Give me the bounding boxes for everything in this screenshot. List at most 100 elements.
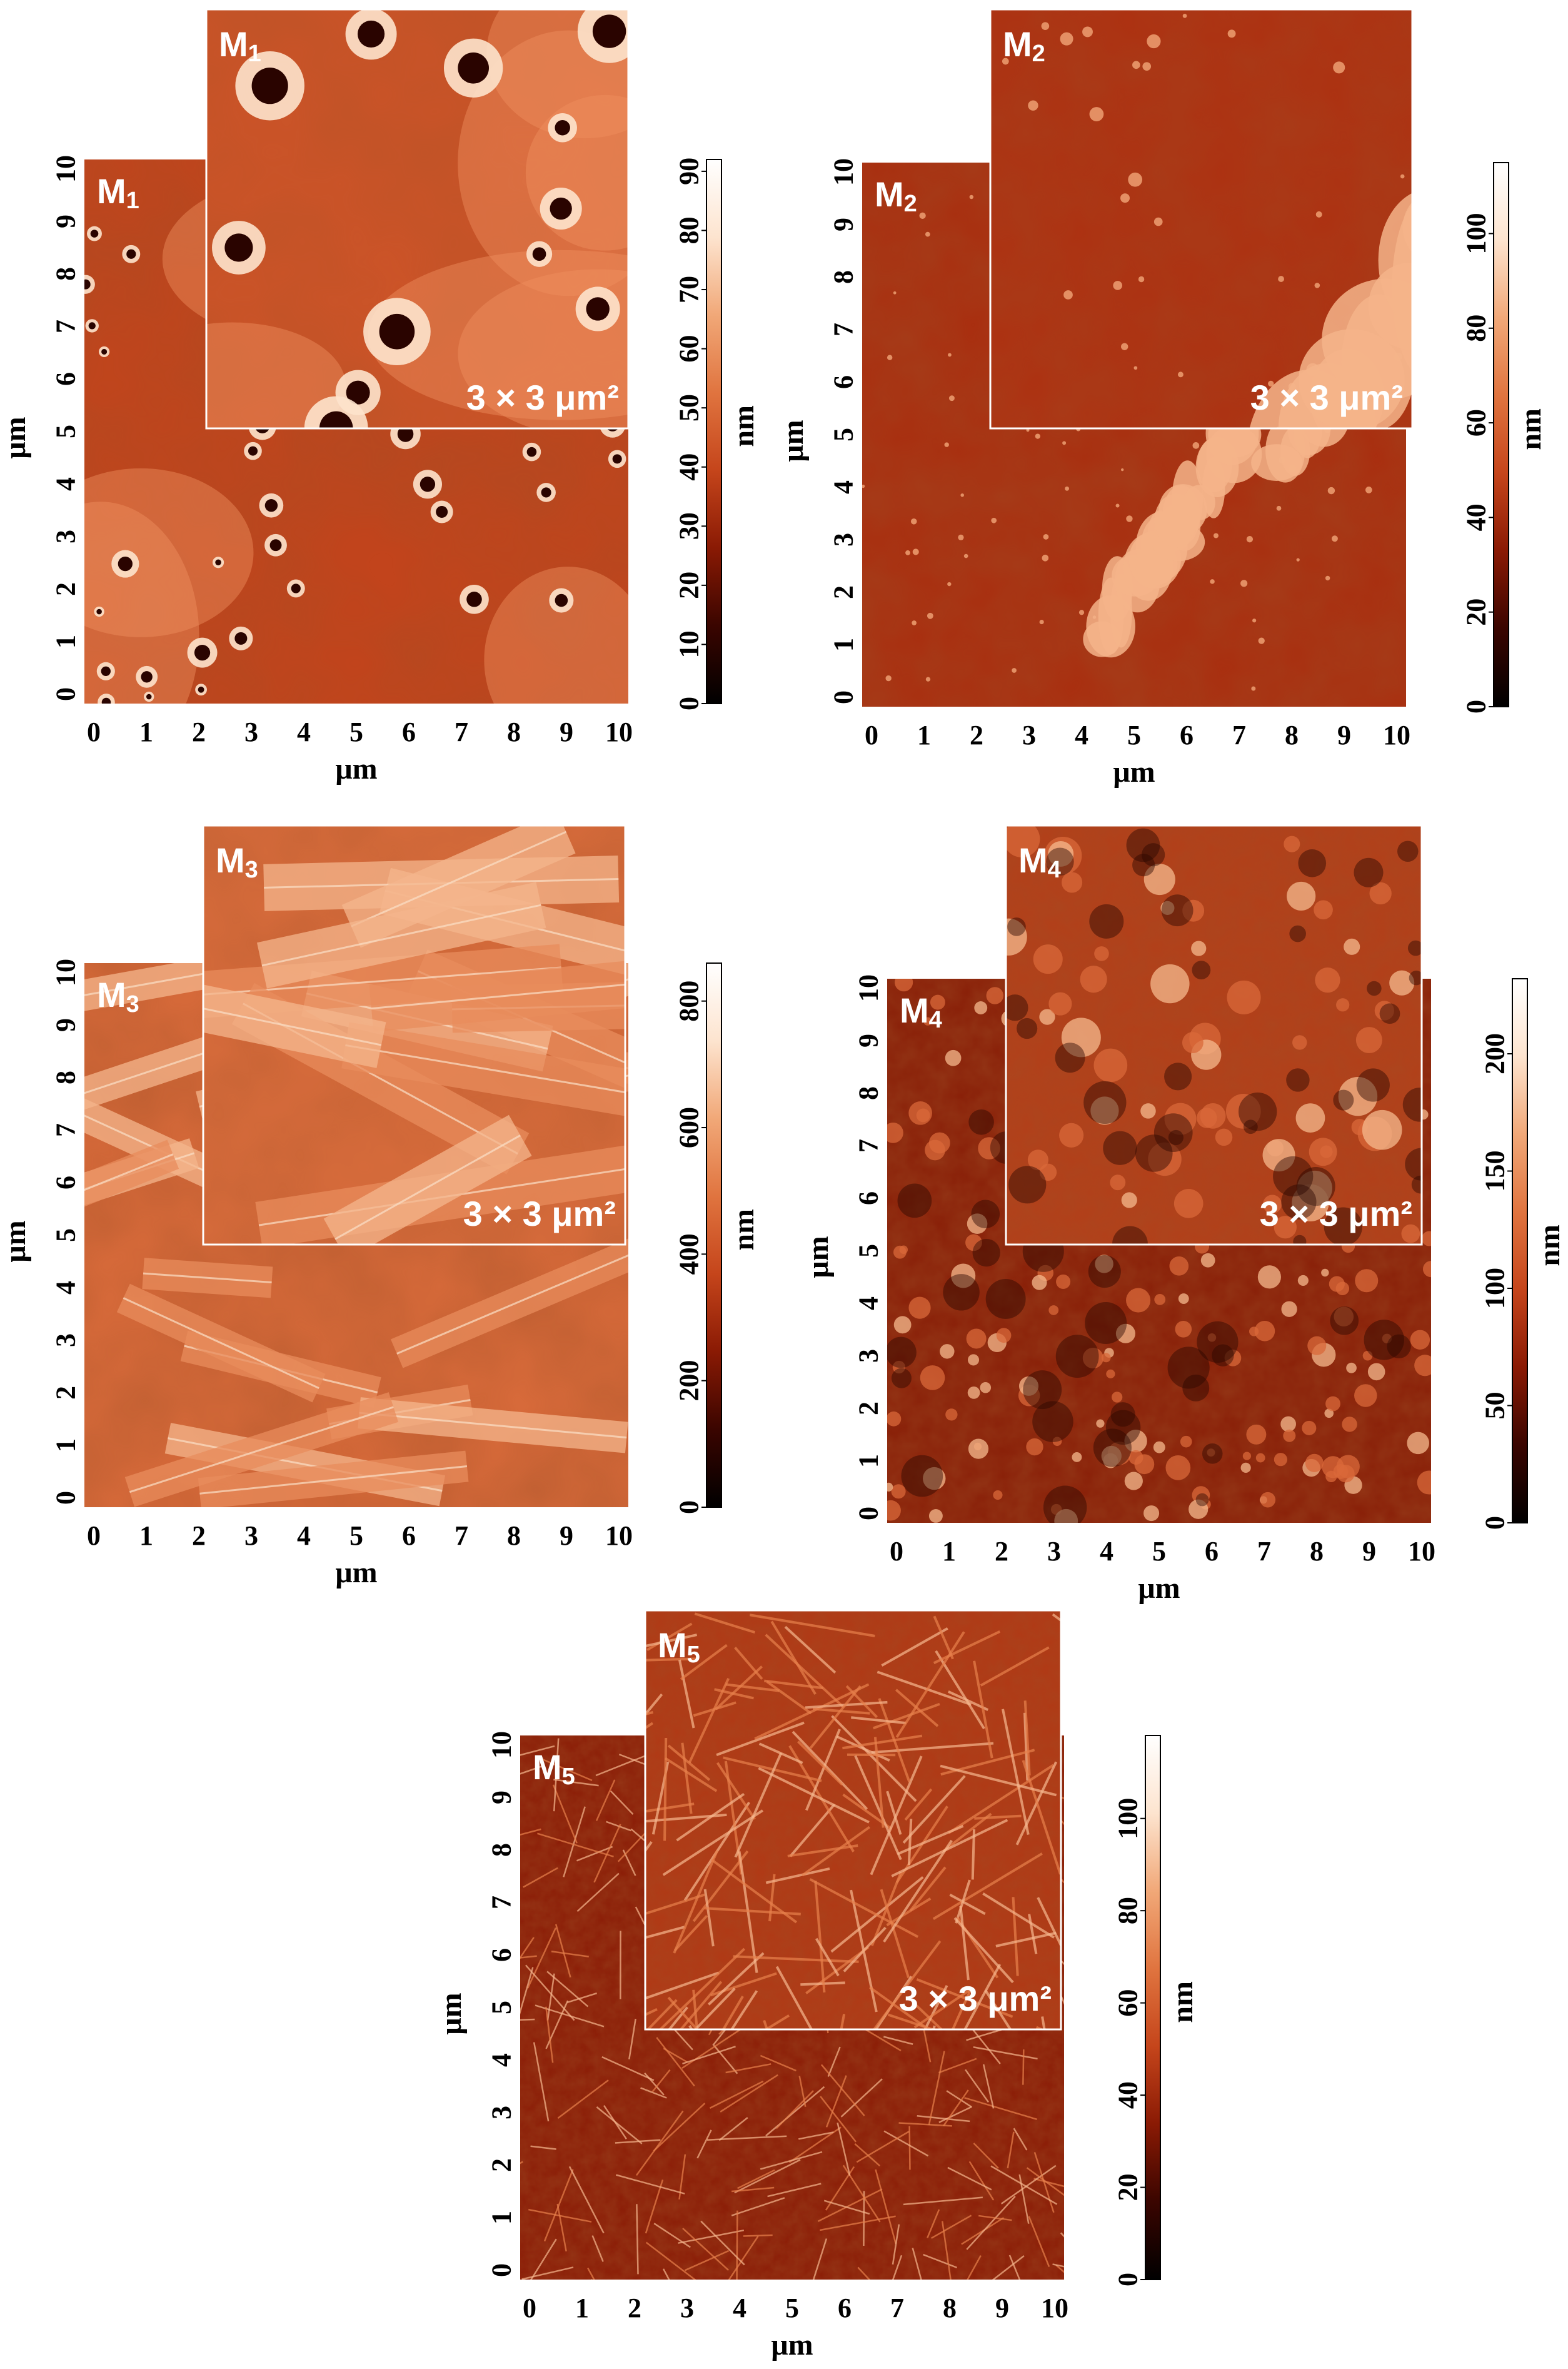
colorbar-tick-label: 0 — [674, 697, 705, 710]
y-tick-label: 10 — [828, 158, 859, 186]
x-tick-label: 6 — [1205, 1536, 1219, 1567]
x-tick-label: 9 — [1362, 1536, 1376, 1567]
y-tick-label: 10 — [853, 974, 884, 1002]
x-tick-label: 10 — [605, 1520, 633, 1551]
colorbar-tick-label: 80 — [1113, 1897, 1143, 1924]
afm-panel-m3: M3 M3 3 × 3 μm² 0 1 2 3 4 5 6 7 8 9 10 0 1 2 3 4 5 6 7 8 9 10 μm μ… — [0, 813, 784, 1626]
x-tick-label: 5 — [349, 717, 363, 747]
x-tick-label: 7 — [455, 1520, 468, 1551]
x-tick-label: 10 — [1408, 1536, 1435, 1567]
y-axis-unit: μm — [0, 417, 32, 458]
x-tick-label: 4 — [297, 717, 311, 747]
y-tick-label: 8 — [51, 1071, 81, 1084]
inset-badge: M1 — [219, 24, 261, 67]
x-axis-unit: μm — [335, 752, 377, 785]
y-tick-label: 10 — [486, 1731, 517, 1759]
inset-badge: M4 — [1018, 841, 1061, 883]
x-tick-label: 7 — [455, 717, 468, 747]
x-tick-label: 7 — [890, 2293, 904, 2323]
y-tick-label: 7 — [486, 1896, 517, 1909]
y-tick-label: 7 — [828, 323, 859, 336]
x-axis-unit: μm — [771, 2328, 813, 2361]
y-tick-label: 9 — [486, 1791, 517, 1804]
y-tick-label: 0 — [828, 690, 859, 704]
y-tick-label: 4 — [486, 2053, 517, 2067]
inset-area-label: 3 × 3 μm² — [899, 1979, 1052, 2018]
y-tick-label: 8 — [51, 267, 81, 281]
y-tick-label: 1 — [486, 2211, 517, 2225]
colorbar — [1493, 162, 1509, 707]
colorbar — [1512, 978, 1528, 1523]
y-axis-unit: μm — [0, 1220, 32, 1262]
y-tick-label: 9 — [51, 1018, 81, 1032]
y-tick-label: 3 — [51, 530, 81, 543]
y-tick-label: 9 — [828, 218, 859, 231]
x-tick-label: 9 — [560, 1520, 573, 1551]
y-tick-label: 1 — [828, 638, 859, 652]
x-tick-label: 4 — [297, 1520, 311, 1551]
colorbar-tick-label: 50 — [1480, 1392, 1510, 1420]
x-tick-label: 3 — [244, 717, 258, 747]
afm-panel-m4: M4 M4 3 × 3 μm² 0 1 2 3 4 5 6 7 8 9 10 0 1 2 3 4 5 6 7 8 9 10 μm μ… — [784, 813, 1568, 1626]
main-badge: M5 — [533, 1747, 575, 1790]
colorbar-tick-label: 40 — [1113, 2081, 1143, 2109]
x-tick-label: 10 — [1383, 720, 1410, 750]
x-tick-label: 5 — [785, 2293, 799, 2323]
colorbar-unit: nm — [1514, 408, 1547, 450]
y-tick-label: 5 — [828, 428, 859, 442]
main-badge: M3 — [97, 975, 139, 1018]
x-tick-label: 0 — [523, 2293, 536, 2323]
y-tick-label: 5 — [486, 2001, 517, 2014]
x-tick-label: 2 — [970, 720, 983, 750]
colorbar-tick-label: 0 — [674, 1500, 705, 1514]
y-tick-label: 6 — [853, 1191, 884, 1205]
inset-badge: M2 — [1003, 24, 1045, 67]
main-badge: M2 — [875, 174, 917, 217]
afm-inset-3x3 — [1006, 826, 1422, 1245]
colorbar-tick-label: 30 — [674, 512, 705, 540]
y-tick-label: 2 — [486, 2158, 517, 2172]
x-tick-label: 0 — [865, 720, 878, 750]
y-tick-label: 0 — [51, 1491, 81, 1505]
x-tick-label: 4 — [1075, 720, 1088, 750]
afm-inset-3x3 — [203, 826, 625, 1245]
colorbar-tick-label: 50 — [674, 394, 705, 422]
colorbar-unit: nm — [1166, 1981, 1199, 2023]
x-tick-label: 8 — [943, 2293, 957, 2323]
x-tick-label: 5 — [1127, 720, 1141, 750]
y-tick-label: 8 — [486, 1843, 517, 1857]
main-badge: M1 — [97, 171, 139, 214]
colorbar — [706, 159, 722, 704]
x-tick-label: 9 — [560, 717, 573, 747]
y-tick-label: 2 — [51, 1386, 81, 1400]
x-tick-label: 8 — [507, 1520, 521, 1551]
inset-area-label: 3 × 3 μm² — [463, 1194, 616, 1233]
main-badge: M4 — [900, 991, 942, 1033]
afm-panel-m1: M1 M1 3 × 3 μm² 0 1 2 3 4 5 6 7 8 9 10 0 1 2 3 4 5 6 7 8 9 10 μm μ… — [0, 0, 784, 813]
y-tick-label: 1 — [51, 1438, 81, 1452]
colorbar-tick-label: 150 — [1480, 1151, 1510, 1192]
x-tick-label: 7 — [1257, 1536, 1271, 1567]
colorbar-tick-label: 20 — [1113, 2174, 1143, 2201]
colorbar — [706, 962, 722, 1508]
y-tick-label: 1 — [853, 1454, 884, 1468]
y-tick-label: 2 — [828, 585, 859, 599]
colorbar-tick-label: 0 — [1461, 700, 1492, 714]
colorbar-tick-label: 0 — [1480, 1516, 1510, 1530]
x-tick-label: 7 — [1232, 720, 1246, 750]
x-tick-label: 1 — [139, 1520, 153, 1551]
y-tick-label: 3 — [486, 2106, 517, 2119]
y-tick-label: 4 — [51, 1281, 81, 1295]
inset-area-label: 3 × 3 μm² — [466, 378, 619, 417]
x-tick-label: 1 — [139, 717, 153, 747]
colorbar-unit: nm — [1533, 1225, 1566, 1266]
afm-figure-svg: M3 M3 3 × 3 μm² 0 1 2 3 4 5 6 7 8 9 10 0 1 2 3 4 5 6 7 8 9 10 μm μ… — [0, 824, 760, 1589]
x-tick-label: 0 — [87, 717, 101, 747]
colorbar-tick-label: 200 — [1480, 1033, 1510, 1074]
colorbar-tick-label: 90 — [674, 158, 705, 185]
afm-panel-m5: M5 M5 3 × 3 μm² 0 1 2 3 4 5 6 7 8 9 10 0 1 2 3 4 5 6 7 8 9 10 μm μ… — [392, 1601, 1199, 2369]
x-tick-label: 10 — [1041, 2293, 1068, 2323]
x-tick-label: 0 — [87, 1520, 101, 1551]
